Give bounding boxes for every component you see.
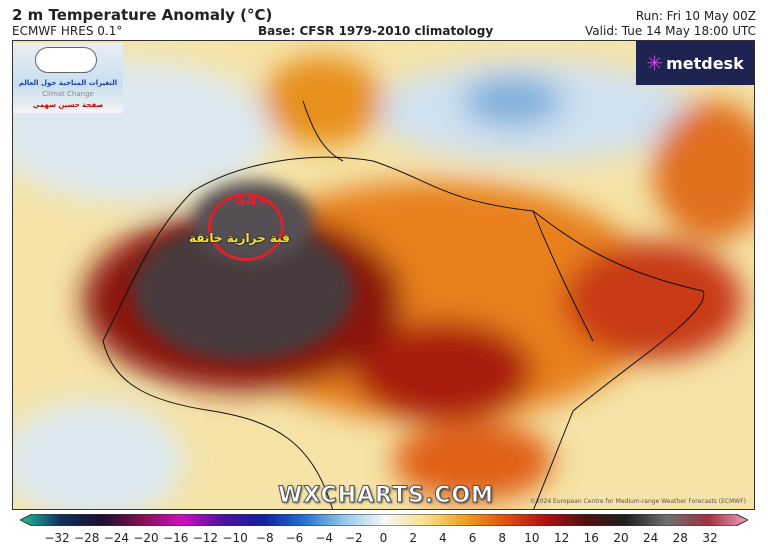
logo-text-2: Climat Change	[42, 90, 94, 98]
colorbar-tick-label: 6	[468, 531, 477, 545]
colorbar-tick-label: −12	[192, 531, 219, 545]
colorbar-tick-label: 16	[583, 531, 599, 545]
colorbar-tick-label: 28	[672, 531, 688, 545]
logo-text-1: التغيرات المناخية حول العالم	[18, 79, 118, 87]
colorbar-tick-label: 0	[379, 531, 388, 545]
colorbar-tick-label: −2	[344, 531, 363, 545]
colorbar-tick-label: −4	[315, 531, 333, 545]
colorbar-tick-label: −16	[163, 531, 189, 545]
run-label: Run: Fri 10 May 00Z	[635, 9, 756, 23]
copyright: ©2024 European Centre for Medium-range W…	[529, 498, 746, 505]
cloud-icon	[35, 47, 97, 73]
colorbar-tick-label: 32	[702, 531, 718, 545]
colorbar-ticks: −32 −28 −24 −20 −16 −12 −10 −8 −6 −4 −2 0 2 4 6 8 10 12 16…	[0, 531, 768, 547]
climate-change-logo: التغيرات المناخية حول العالم Climat Chan…	[13, 43, 123, 113]
colorbar-tick-label: −24	[103, 531, 130, 545]
colorbar-tick-label: 20	[613, 531, 629, 545]
heat-dome-label: قبة حرارية خانقة	[189, 231, 290, 245]
colorbar-tick-label: −20	[133, 531, 159, 545]
colorbar-tick-label: 12	[553, 531, 570, 545]
max-anomaly-label: 44+	[235, 191, 271, 210]
colorbar-tick-label: −8	[255, 531, 274, 545]
coastlines	[102, 100, 705, 509]
colorbar-tick-label: −6	[285, 531, 304, 545]
valid-label: Valid: Tue 14 May 18:00 UTC	[585, 24, 756, 38]
colorbar-tick-label: 2	[409, 531, 417, 545]
heat-dome-circle	[208, 193, 284, 261]
colorbar-tick-label: 24	[642, 531, 659, 545]
colorbar-tick-label: 10	[524, 531, 540, 545]
logo-text-3: صفحة حسين سهمي	[32, 101, 104, 109]
wxcharts-watermark: WXCHARTS.COM	[278, 483, 494, 509]
brand-name: metdesk	[666, 53, 744, 73]
colorbar-tick-label: −28	[74, 531, 100, 545]
base-label: Base: CFSR 1979-2010 climatology	[258, 24, 494, 38]
colorbar	[20, 514, 748, 526]
chart-title: 2 m Temperature Anomaly (°C)	[12, 6, 273, 24]
anomaly-field	[13, 41, 754, 509]
metdesk-star-icon: ✳	[646, 51, 664, 75]
colorbar-scale	[20, 514, 748, 526]
metdesk-logo: ✳ metdesk	[636, 41, 754, 85]
colorbar-tick-label: −32	[44, 531, 70, 545]
temperature-anomaly-map: التغيرات المناخية حول العالم Climat Chan…	[12, 40, 755, 510]
model-label: ECMWF HRES 0.1°	[12, 24, 123, 38]
colorbar-tick-label: −10	[222, 531, 248, 545]
colorbar-tick-label: 4	[439, 531, 447, 545]
colorbar-tick-label: 8	[498, 531, 507, 545]
